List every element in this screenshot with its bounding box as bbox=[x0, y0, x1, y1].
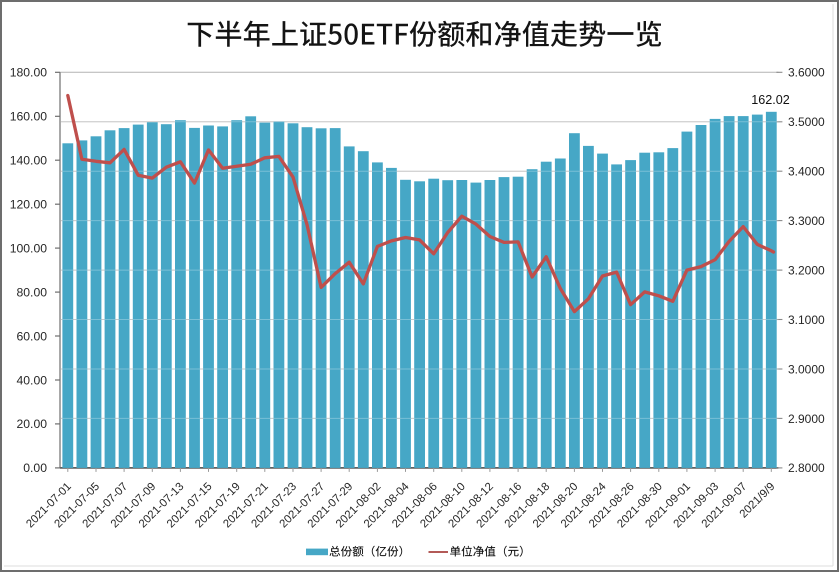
svg-text:120.00: 120.00 bbox=[10, 198, 47, 212]
svg-text:162.02: 162.02 bbox=[751, 93, 790, 107]
svg-text:3.2000: 3.2000 bbox=[788, 263, 825, 277]
svg-text:60.00: 60.00 bbox=[17, 329, 48, 343]
svg-text:160.00: 160.00 bbox=[10, 110, 47, 124]
svg-text:180.00: 180.00 bbox=[10, 66, 47, 80]
svg-text:3.6000: 3.6000 bbox=[788, 66, 825, 80]
svg-text:0.00: 0.00 bbox=[23, 461, 47, 475]
svg-text:80.00: 80.00 bbox=[17, 285, 48, 299]
svg-text:100.00: 100.00 bbox=[10, 241, 47, 255]
svg-text:2.8000: 2.8000 bbox=[788, 461, 825, 475]
svg-text:2.9000: 2.9000 bbox=[788, 412, 825, 426]
svg-text:140.00: 140.00 bbox=[10, 154, 47, 168]
svg-text:3.0000: 3.0000 bbox=[788, 362, 825, 376]
svg-text:3.1000: 3.1000 bbox=[788, 313, 825, 327]
svg-text:3.4000: 3.4000 bbox=[788, 165, 825, 179]
svg-text:3.5000: 3.5000 bbox=[788, 115, 825, 129]
svg-text:20.00: 20.00 bbox=[17, 417, 48, 431]
svg-text:3.3000: 3.3000 bbox=[788, 214, 825, 228]
svg-text:40.00: 40.00 bbox=[17, 373, 48, 387]
